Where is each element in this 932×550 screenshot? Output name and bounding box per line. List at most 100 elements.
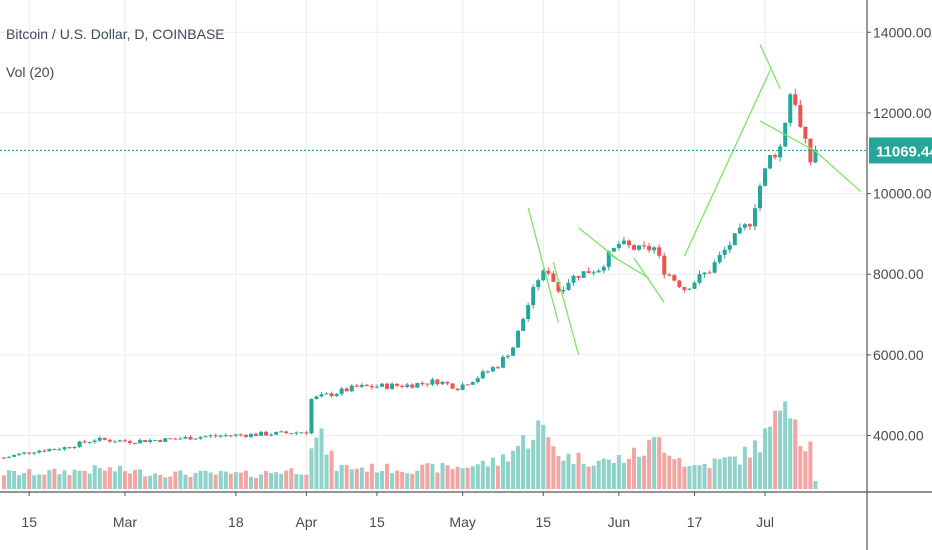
volume-bar: [264, 471, 269, 489]
candle-body: [32, 452, 37, 454]
candle-body: [138, 439, 143, 444]
volume-bar: [798, 446, 803, 489]
candle-body: [67, 447, 72, 449]
volume-bar: [12, 470, 17, 489]
candle-body: [435, 379, 440, 385]
candle-body: [264, 431, 269, 436]
volume-bar: [717, 459, 722, 489]
volume-bar: [506, 461, 510, 489]
candle-body: [57, 449, 62, 451]
volume-bar: [369, 463, 374, 489]
candle-body: [339, 388, 344, 394]
volume-bar: [173, 471, 178, 489]
volume-bar: [248, 476, 253, 489]
volume-bars: [2, 401, 818, 489]
candle-body: [148, 440, 153, 443]
volume-bar: [128, 473, 132, 489]
time-tick-label: 15: [535, 514, 551, 530]
candle-body: [500, 356, 505, 368]
candle-body: [12, 455, 17, 457]
candle-body: [773, 155, 778, 158]
trendline-drawings[interactable]: [527, 44, 862, 356]
volume-bar: [571, 464, 576, 489]
volume-bar: [455, 466, 460, 489]
volume-bar: [742, 446, 747, 489]
candle-body: [274, 431, 279, 435]
volume-bar: [243, 470, 248, 489]
volume-bar: [178, 470, 183, 489]
volume-bar: [37, 474, 42, 489]
volume-bar: [425, 463, 430, 489]
candle-body: [163, 438, 168, 442]
candle-body: [813, 150, 818, 163]
volume-bar: [808, 441, 813, 489]
volume-bar: [465, 467, 470, 489]
candle-body: [238, 434, 243, 436]
price-tick-label: 10000.00: [873, 186, 932, 202]
candle-body: [687, 288, 692, 290]
trendline: [759, 44, 781, 89]
volume-bar: [652, 437, 657, 489]
candle-body: [516, 330, 521, 348]
candle-body: [521, 319, 526, 331]
candle-body: [536, 280, 541, 288]
candle-body: [122, 440, 127, 442]
volume-bar: [586, 466, 591, 489]
candle-body: [778, 146, 783, 158]
candle-body: [591, 272, 596, 274]
candle-body: [611, 247, 616, 252]
volume-bar: [647, 439, 652, 489]
candle-body: [178, 438, 183, 440]
volume-bar: [788, 418, 793, 489]
volume-bar: [153, 473, 158, 489]
candle-body: [82, 441, 87, 443]
candle-body: [742, 224, 747, 228]
candle-body: [737, 227, 742, 234]
candle-body: [460, 384, 465, 390]
volume-bar: [102, 470, 107, 489]
volume-bar: [269, 473, 274, 489]
volume-bar: [52, 468, 57, 489]
candle-body: [102, 437, 107, 440]
volume-bar: [390, 473, 395, 489]
volume-bar: [359, 467, 364, 489]
volume-bar: [22, 473, 27, 489]
volume-bar: [803, 451, 808, 489]
candle-body: [324, 393, 329, 395]
last-price-tag: [869, 137, 932, 164]
candle-body: [546, 270, 551, 274]
candle-body: [259, 431, 264, 436]
candle-body: [626, 240, 631, 246]
candle-body: [107, 439, 112, 442]
volume-bar: [737, 464, 742, 489]
candle-body: [223, 435, 228, 437]
volume-bar: [304, 474, 309, 489]
candle-body: [490, 367, 495, 372]
candle-body: [344, 388, 349, 392]
volume-bar: [299, 474, 304, 489]
volume-bar: [97, 468, 102, 489]
volume-bar: [17, 475, 22, 489]
candle-body: [455, 388, 460, 390]
candle-body: [133, 442, 138, 444]
candle-body: [445, 381, 450, 384]
volume-bar: [611, 462, 616, 489]
volume-bar: [148, 475, 153, 489]
candle-body: [541, 270, 546, 281]
candle-body: [637, 245, 642, 250]
volume-bar: [112, 471, 117, 489]
last-price-label: 11069.44: [876, 143, 932, 160]
volume-bar: [274, 472, 279, 489]
candle-body: [117, 440, 122, 442]
candle-body: [632, 245, 636, 250]
candle-body: [304, 432, 309, 434]
candle-body: [52, 449, 57, 451]
candle-body: [17, 453, 22, 456]
volume-bar: [521, 435, 526, 489]
volume-bar: [228, 473, 233, 489]
candle-body: [808, 138, 813, 163]
candle-body: [727, 245, 732, 250]
candle-body: [349, 385, 354, 392]
